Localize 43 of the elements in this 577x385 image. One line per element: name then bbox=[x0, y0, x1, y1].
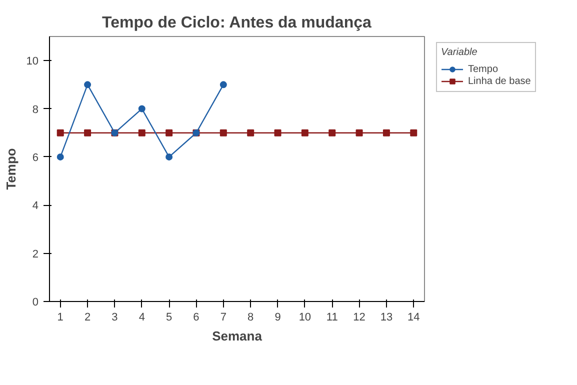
x-tick-label: 12 bbox=[353, 312, 366, 324]
x-tick-label: 3 bbox=[112, 312, 118, 324]
point bbox=[56, 129, 64, 136]
point bbox=[247, 129, 254, 136]
x-tick-label: 14 bbox=[408, 312, 420, 324]
point bbox=[410, 129, 418, 136]
legend-label: Linha de base bbox=[468, 75, 531, 87]
x-tick-label: 6 bbox=[193, 312, 200, 324]
point bbox=[138, 105, 146, 112]
x-tick-label: 1 bbox=[57, 312, 64, 324]
point bbox=[166, 129, 173, 136]
x-tick-label: 4 bbox=[138, 312, 145, 324]
x-tick-label: 10 bbox=[298, 312, 312, 324]
point bbox=[301, 129, 308, 136]
x-tick-label: 9 bbox=[274, 312, 281, 324]
point bbox=[84, 129, 92, 136]
x-tick-label: 2 bbox=[84, 312, 91, 324]
y-tick-label: 8 bbox=[32, 104, 39, 116]
point bbox=[56, 153, 64, 160]
y-tick-label: 2 bbox=[32, 248, 39, 260]
point bbox=[328, 129, 336, 136]
x-tick-label: 5 bbox=[166, 312, 172, 324]
x-tick-label: 7 bbox=[220, 312, 226, 324]
x-tick-label: 8 bbox=[248, 312, 254, 324]
y-axis-title: Tempo bbox=[3, 148, 18, 190]
x-axis-title: Semana bbox=[212, 328, 263, 344]
y-tick-label: 10 bbox=[26, 56, 39, 68]
point bbox=[166, 153, 173, 160]
point bbox=[84, 81, 92, 88]
point bbox=[356, 129, 363, 136]
y-tick-label: 4 bbox=[32, 200, 39, 212]
x-tick-label: 13 bbox=[380, 312, 393, 324]
y-tick-label: 0 bbox=[32, 296, 39, 308]
y-tick-label: 6 bbox=[32, 152, 39, 164]
legend-label: Tempo bbox=[468, 63, 500, 75]
point bbox=[220, 81, 227, 88]
x-tick-label: 11 bbox=[326, 312, 338, 324]
point bbox=[220, 129, 227, 136]
point bbox=[138, 129, 146, 136]
chart-title: Tempo de Ciclo: Antes da mudança bbox=[102, 14, 372, 32]
point bbox=[382, 129, 390, 136]
point bbox=[274, 129, 282, 136]
legend-title: Variable bbox=[441, 47, 478, 58]
